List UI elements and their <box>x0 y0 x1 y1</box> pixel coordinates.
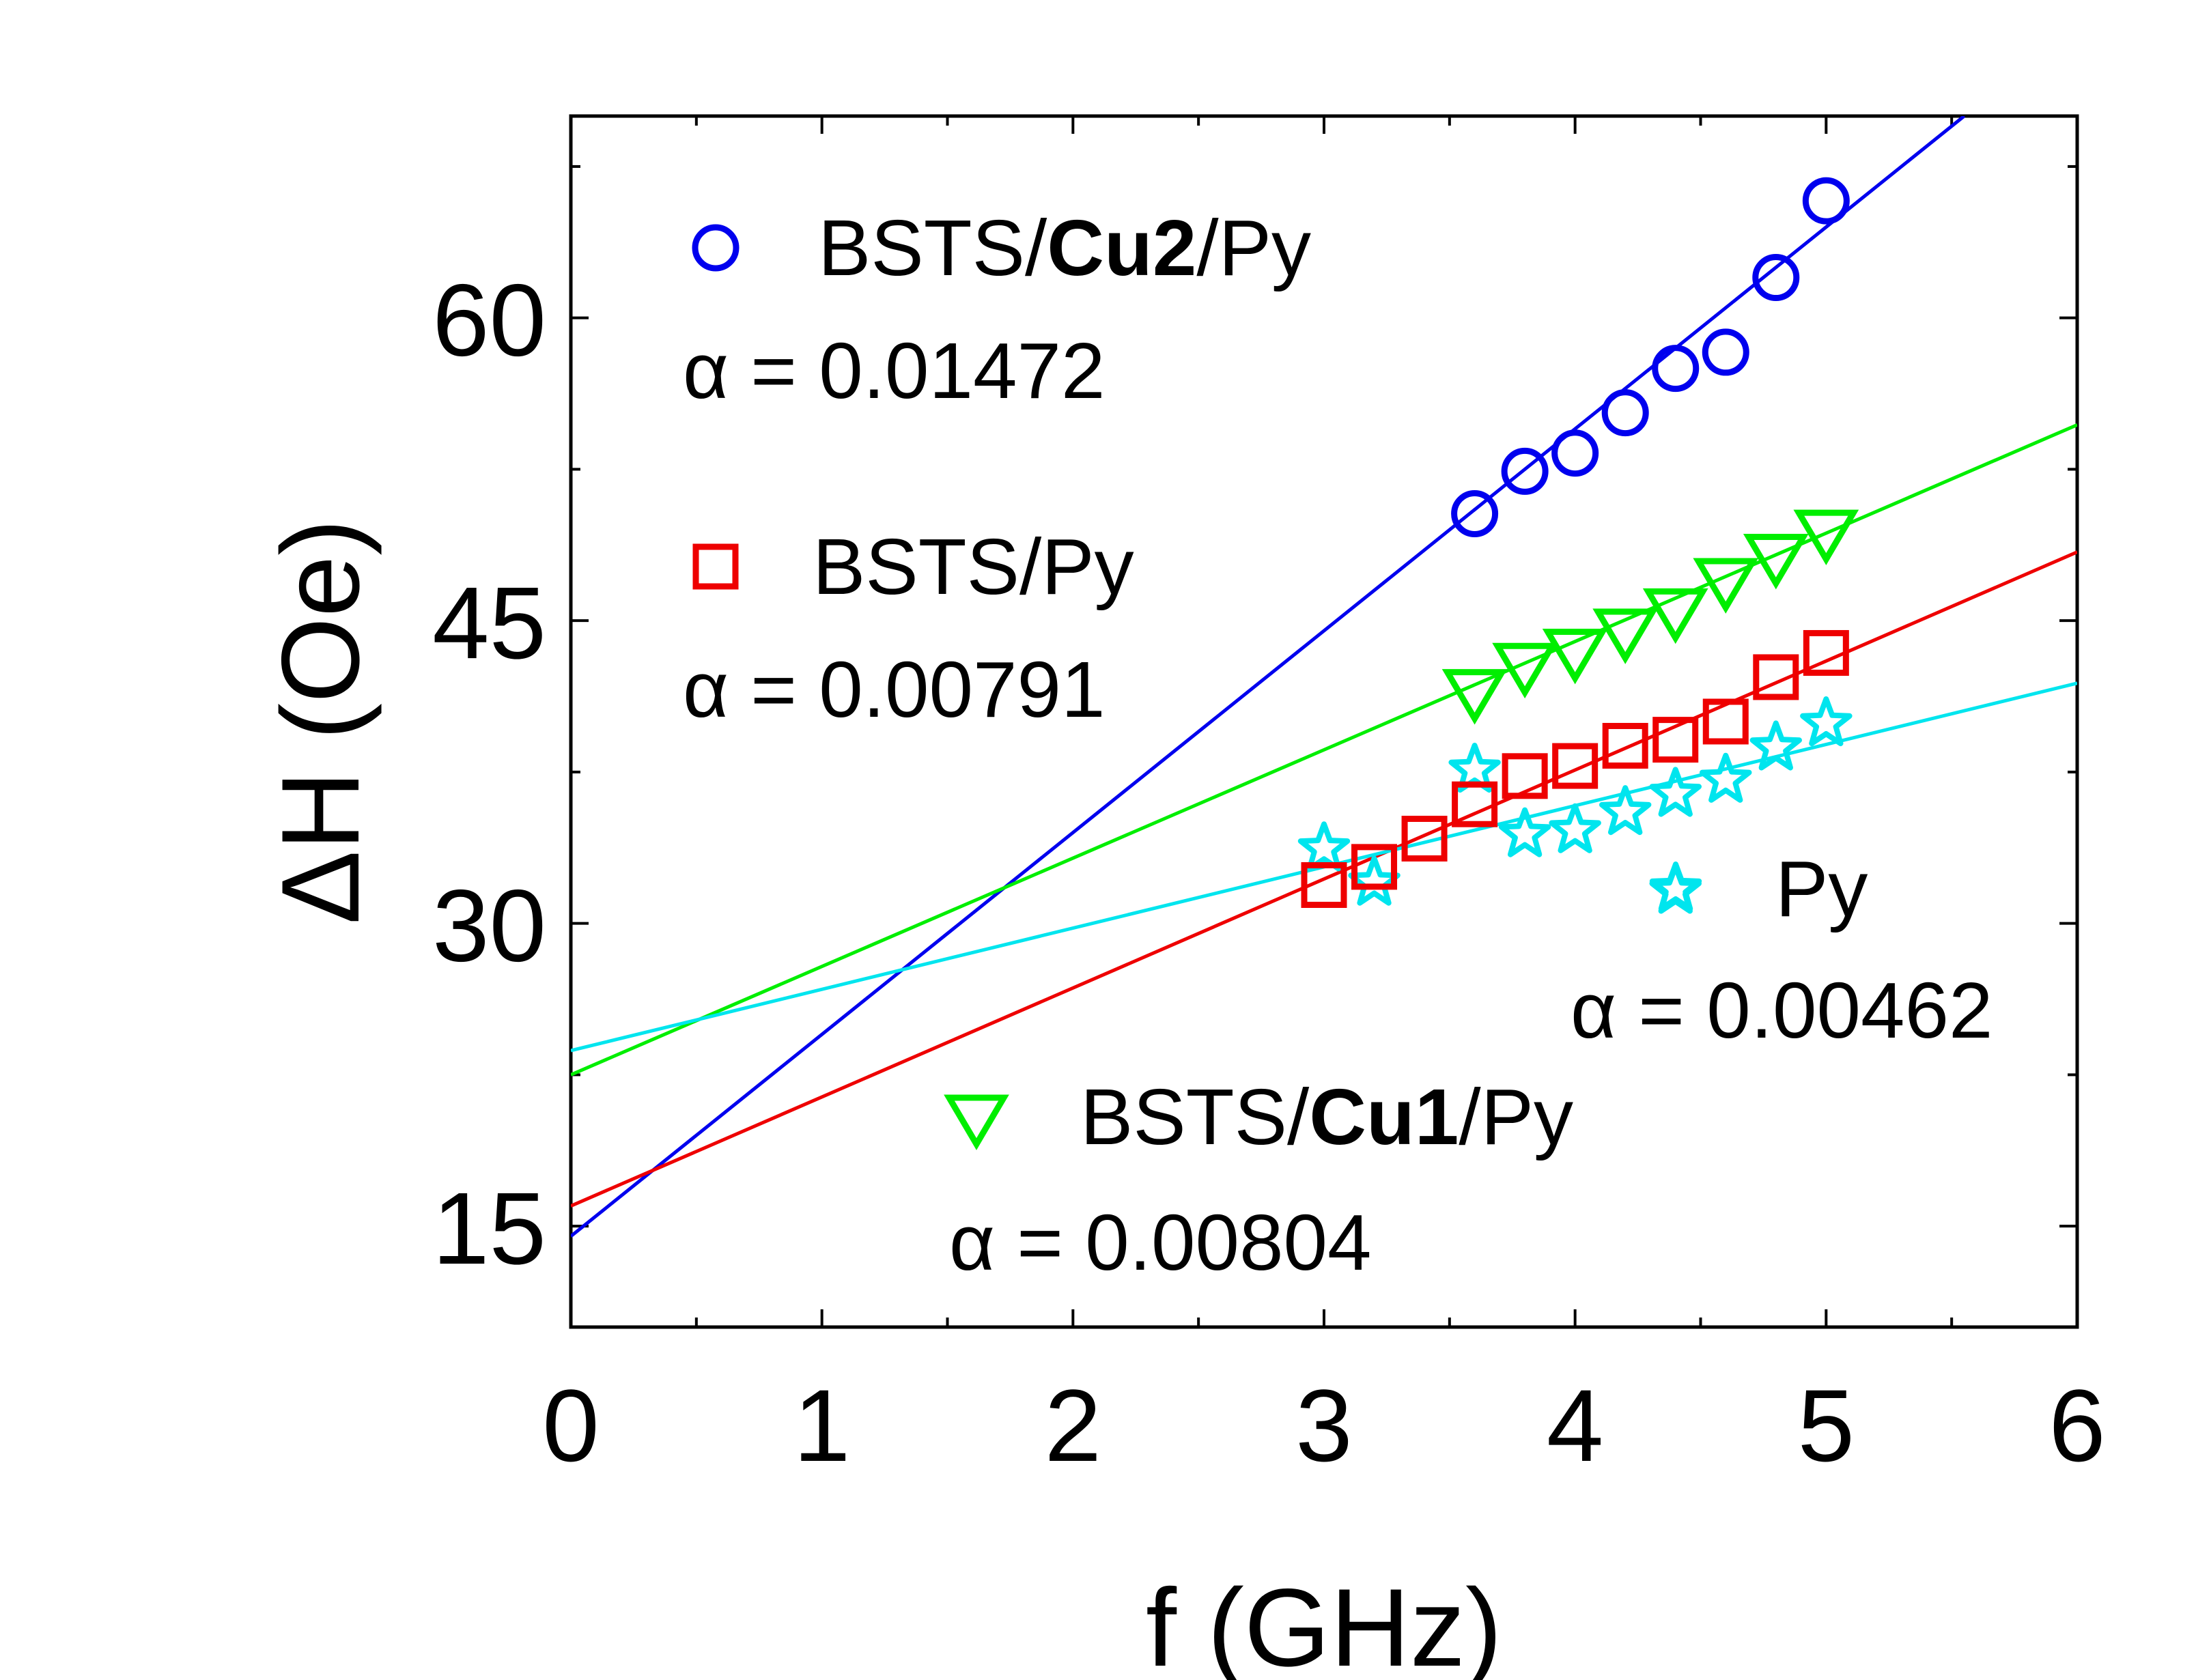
data-point-bsts-py <box>1401 815 1448 862</box>
legend-label-part: Cu2 <box>1047 203 1196 292</box>
x-tick-label: 3 <box>1295 1368 1352 1483</box>
data-point-bsts-py <box>1452 781 1498 827</box>
legend-label-part: /Py <box>1459 1072 1573 1161</box>
fit-line-bsts-cu1-py <box>571 423 2077 1077</box>
data-point-py <box>1649 767 1702 817</box>
data-point-py <box>1700 752 1752 803</box>
data-point-bsts-py <box>1552 743 1599 789</box>
x-tick-label: 2 <box>1045 1368 1101 1483</box>
data-point-bsts-cu2-py <box>1752 254 1800 302</box>
data-point-bsts-py <box>1602 722 1648 769</box>
y-tick-label: 45 <box>432 565 546 680</box>
x-tick-label: 4 <box>1547 1368 1603 1483</box>
data-point-bsts-cu2-py <box>1652 345 1700 393</box>
data-point-bsts-cu1-py <box>1592 608 1659 664</box>
alpha-label-bsts-py: α = 0.00791 <box>683 645 1106 734</box>
legend-label-part: Py <box>1775 844 1868 933</box>
legend: BSTS/Cu2/Py α = 0.01472 BSTS/Py α = 0.00791… <box>683 203 1993 1287</box>
data-point-bsts-cu1-py <box>1642 588 1708 644</box>
data-point-bsts-py <box>1803 629 1849 676</box>
data-point-bsts-cu1-py <box>1693 558 1759 614</box>
data-point-bsts-cu1-py <box>1743 534 1809 590</box>
data-point-py <box>1498 807 1551 857</box>
x-axis-title: f (GHz) <box>1146 1566 1502 1680</box>
fit-line-bsts-py <box>571 550 2077 1208</box>
data-point-bsts-py <box>1652 717 1699 763</box>
y-tick-label: 60 <box>432 263 546 378</box>
data-point-py <box>1749 720 1802 771</box>
data-point-bsts-py <box>1301 862 1347 908</box>
legend-label-part: BSTS/Py <box>813 522 1134 611</box>
legend-marker-py <box>1649 862 1702 912</box>
data-point-bsts-cu2-py <box>1601 389 1649 437</box>
data-point-py <box>1448 743 1501 793</box>
y-tick-label: 30 <box>432 868 546 983</box>
legend-marker-bsts-py <box>692 543 739 590</box>
legend-label-bsts-cu1-py: BSTS/Cu1/Py <box>1080 1072 1573 1161</box>
data-point-bsts-cu1-py <box>1441 669 1508 725</box>
data-point-bsts-py <box>1753 654 1799 700</box>
fit-line-bsts-cu2-py <box>571 116 1966 1238</box>
alpha-label-bsts-cu1-py: α = 0.00804 <box>949 1198 1372 1287</box>
data-point-bsts-cu1-py <box>1542 629 1608 685</box>
legend-label-part: Cu1 <box>1309 1072 1459 1161</box>
legend-label-py: Py <box>1775 844 1868 933</box>
legend-label-bsts-py: BSTS/Py <box>813 522 1134 611</box>
data-point-py <box>1297 821 1351 872</box>
x-tick-label: 0 <box>542 1368 599 1483</box>
legend-marker-bsts-cu1-py <box>944 1094 1009 1150</box>
data-point-bsts-cu2-py <box>1551 429 1599 477</box>
x-tick-label: 1 <box>793 1368 850 1483</box>
data-point-bsts-cu2-py <box>1451 489 1499 537</box>
legend-label-part: BSTS/ <box>1080 1072 1310 1161</box>
data-point-bsts-cu2-py <box>1702 328 1749 376</box>
data-point-bsts-cu1-py <box>1793 509 1859 565</box>
data-point-py <box>1549 803 1601 853</box>
legend-label-part: BSTS/ <box>818 203 1047 292</box>
data-point-bsts-py <box>1351 844 1398 890</box>
y-tick-label: 15 <box>432 1171 546 1285</box>
data-point-bsts-py <box>1702 698 1749 745</box>
data-point-bsts-py <box>1502 753 1548 799</box>
data-point-py <box>1800 696 1853 747</box>
data-point-bsts-cu2-py <box>1802 177 1850 225</box>
data-points <box>1297 177 1859 914</box>
data-point-bsts-cu1-py <box>1492 642 1558 699</box>
alpha-label-py: α = 0.00462 <box>1571 966 1993 1055</box>
legend-label-bsts-cu2-py: BSTS/Cu2/Py <box>818 203 1311 292</box>
x-tick-label: 5 <box>1798 1368 1855 1483</box>
legend-label-part: /Py <box>1196 203 1311 292</box>
y-axis-title: ΔH (Oe) <box>259 519 382 924</box>
alpha-label-bsts-cu2-py: α = 0.01472 <box>683 326 1106 415</box>
data-point-py <box>1599 785 1652 836</box>
data-point-bsts-cu2-py <box>1501 447 1549 495</box>
legend-marker-bsts-cu2-py <box>692 224 740 272</box>
x-tick-label: 6 <box>2049 1368 2105 1483</box>
